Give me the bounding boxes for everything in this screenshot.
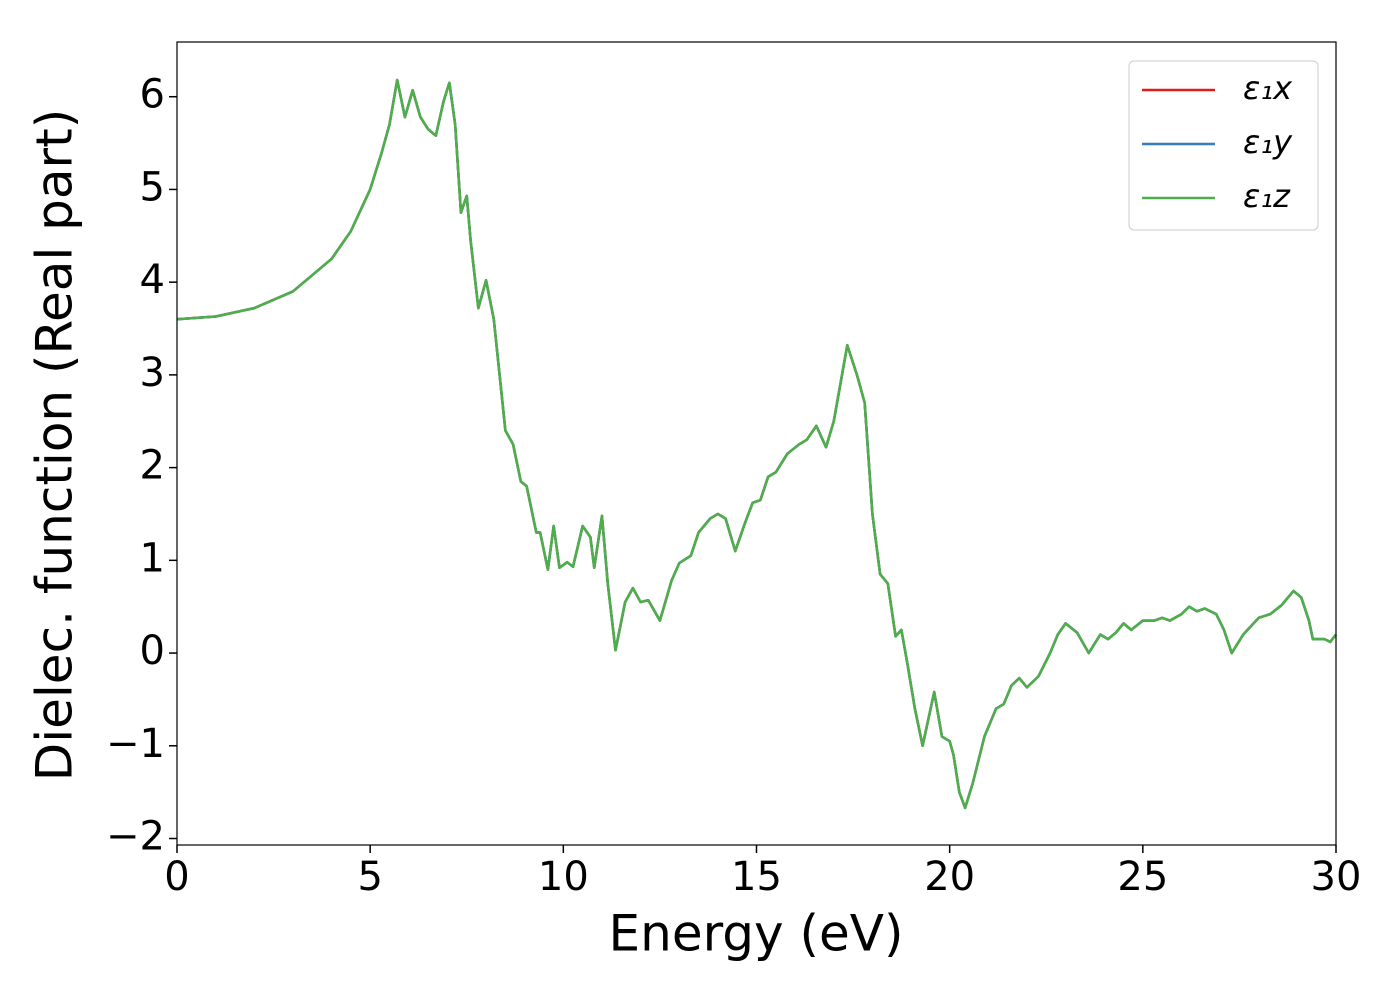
- y-tick-label: 0: [140, 628, 165, 674]
- y-tick-label: 2: [140, 443, 165, 489]
- line-series: [176, 78, 1337, 810]
- y-tick-label: 1: [140, 535, 165, 581]
- y-tick-label: −1: [106, 721, 165, 767]
- x-tick-label: 10: [538, 854, 589, 900]
- y-tick-label: 6: [140, 72, 165, 118]
- legend-label: ε₁y: [1243, 123, 1293, 161]
- x-axis-label: Energy (eV): [609, 905, 904, 963]
- x-tick-label: 0: [164, 854, 189, 900]
- plot-frame: [176, 41, 1337, 846]
- y-tick-label: −2: [106, 814, 165, 860]
- y-tick-label: 4: [140, 257, 165, 303]
- y-axis-label: Dielec. function (Real part): [26, 109, 84, 781]
- x-tick-label: 15: [731, 854, 782, 900]
- y-tick-label: 5: [140, 164, 165, 210]
- x-tick-label: 25: [1117, 854, 1168, 900]
- legend-label: ε₁z: [1243, 177, 1291, 215]
- legend-label: ε₁x: [1243, 69, 1293, 107]
- x-tick-label: 30: [1311, 854, 1362, 900]
- x-tick-label: 20: [924, 854, 975, 900]
- x-tick-label: 5: [357, 854, 382, 900]
- y-tick-label: 3: [140, 350, 165, 396]
- legend-box: [1128, 60, 1319, 231]
